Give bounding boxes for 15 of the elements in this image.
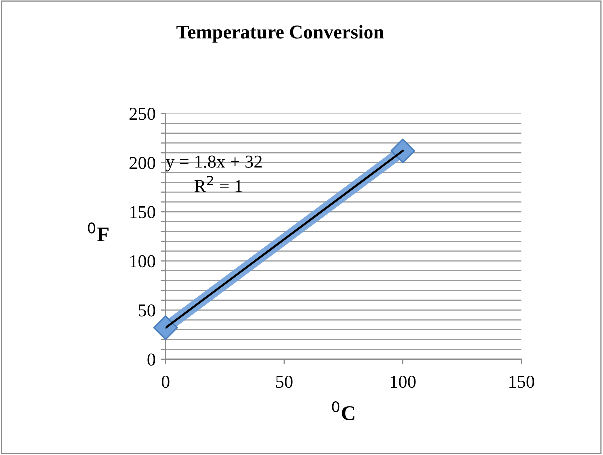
annotation: y = 1.8x + 32: [166, 156, 262, 172]
y-tick-label: 200: [130, 157, 156, 170]
y-tick-label: 0: [148, 354, 156, 366]
y-axis-title: $^{0}$F: [88, 222, 109, 242]
y-tick-label: 250: [130, 108, 156, 120]
y-tick-label: 100: [130, 255, 156, 268]
y-tick-label: 50: [139, 304, 156, 317]
annotation: R$^{2}$ = 1: [194, 176, 242, 192]
chart-title: Temperature Conversion: [176, 25, 384, 43]
y-tick-label: 150: [130, 206, 156, 218]
x-tick-label: 50: [276, 376, 293, 388]
x-tick-label: 150: [510, 376, 534, 388]
x-tick-label: 0: [162, 376, 170, 388]
x-tick-label: 100: [391, 376, 416, 388]
x-axis-title: $^{0}$C: [332, 401, 355, 420]
